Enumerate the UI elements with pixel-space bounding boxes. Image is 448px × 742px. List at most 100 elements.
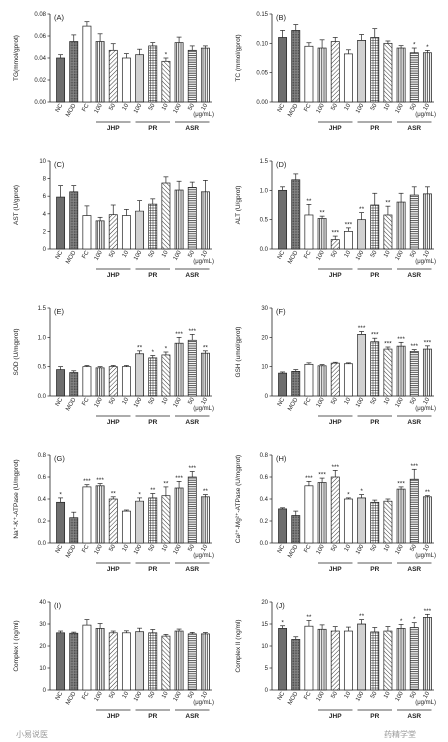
group-label: PR (370, 713, 379, 720)
y-tick-label: 10 (39, 666, 46, 672)
y-tick-label: 0.0 (260, 541, 269, 547)
category-label: 50 (108, 249, 117, 258)
category-label: 10 (201, 102, 210, 111)
group-label: ASR (185, 272, 199, 279)
y-tick-label: 0.0 (38, 394, 47, 400)
group-label: PR (148, 566, 157, 573)
category-label: 50 (330, 543, 339, 552)
y-tick-label: 0 (43, 688, 47, 694)
category-label: 10 (161, 690, 170, 699)
panel-label: (A) (54, 13, 65, 22)
category-label: FC (81, 543, 91, 554)
group-label: ASR (185, 419, 199, 426)
unit-label: (μg/mL) (193, 259, 214, 265)
y-tick-label: 1.5 (38, 306, 47, 312)
bar-FC (82, 624, 92, 691)
category-label: 100 (133, 543, 144, 555)
category-label: 50 (330, 102, 339, 111)
category-label: 50 (409, 690, 418, 699)
group-label: PR (370, 566, 379, 573)
category-label: 10 (423, 396, 432, 405)
chart-panel-7: 0.0 0.2 0.4 0.6 0.8 Na⁺-K⁺-ATPase (U/mgprot) (… (13, 453, 214, 573)
category-label: NC (277, 249, 287, 260)
y-tick-label: 1.5 (260, 159, 269, 165)
bar-100 (396, 201, 406, 250)
category-label: 50 (187, 396, 196, 405)
category-label: 50 (330, 396, 339, 405)
category-label: NC (55, 102, 65, 113)
y-tick-label: 10 (261, 365, 268, 371)
bar-NC (278, 508, 288, 544)
bar-NC (56, 632, 66, 691)
bar-50 (370, 341, 380, 397)
category-label: 100 (316, 543, 327, 555)
y-tick-label: 0.2 (260, 519, 269, 525)
significance-mark: ** (203, 488, 209, 495)
category-label: 50 (108, 102, 117, 111)
bar-50 (187, 187, 197, 250)
y-tick-label: 0.02 (34, 78, 46, 84)
category-label: 10 (423, 543, 432, 552)
category-label: 10 (383, 102, 392, 111)
y-tick-label: 2 (43, 229, 47, 235)
y-tick-label: 20 (261, 335, 268, 341)
y-tick-label: 0.5 (260, 218, 269, 224)
group-label: JHP (107, 713, 120, 720)
bar-10 (121, 366, 131, 397)
bar-FC (304, 214, 314, 250)
y-tick-label: 0.10 (256, 41, 268, 47)
significance-mark: ** (137, 344, 143, 351)
unit-label: (μg/mL) (193, 112, 214, 118)
category-label: 100 (94, 396, 105, 408)
category-label: NC (277, 690, 287, 701)
bar-50 (108, 498, 118, 544)
bar-10 (161, 495, 171, 544)
bar-100 (396, 628, 406, 691)
bar-50 (330, 630, 340, 691)
bar-100 (396, 345, 406, 397)
significance-mark: ** (425, 489, 431, 496)
bar-50 (409, 194, 419, 250)
y-tick-label: 0 (43, 247, 47, 253)
category-label: 100 (173, 543, 184, 555)
bar-10 (121, 215, 131, 250)
y-tick-label: 8 (43, 177, 47, 183)
bar-10 (383, 214, 393, 250)
category-label: FC (303, 396, 313, 407)
category-label: 50 (148, 249, 157, 258)
significance-mark: ** (320, 210, 326, 217)
bar-NC (278, 372, 288, 397)
bar-10 (200, 191, 210, 250)
category-label: 100 (355, 690, 366, 702)
significance-mark: *** (96, 477, 104, 484)
y-axis-label: TG(mmol/gprot) (13, 35, 20, 81)
bar-50 (187, 476, 197, 544)
y-tick-label: 1.0 (38, 335, 47, 341)
category-label: FC (81, 690, 91, 701)
category-label: MOD (65, 396, 78, 412)
bar-NC (56, 57, 66, 103)
bar-50 (148, 632, 158, 691)
bar-100 (317, 218, 327, 250)
bar-50 (330, 41, 340, 103)
group-label: ASR (407, 419, 421, 426)
category-label: FC (303, 690, 313, 701)
category-label: 100 (94, 543, 105, 555)
category-label: 50 (108, 690, 117, 699)
bar-100 (95, 220, 105, 250)
bar-100 (317, 628, 327, 691)
category-label: 10 (201, 249, 210, 258)
category-label: 10 (383, 396, 392, 405)
bar-10 (161, 635, 171, 691)
chart-panel-2: 0.00 0.05 0.10 0.15 TC (mmol/gprot) (B) NC MOD F… (235, 12, 436, 132)
bar-10 (343, 630, 353, 691)
category-label: 100 (133, 396, 144, 408)
bar-50 (148, 357, 158, 397)
group-label: PR (148, 713, 157, 720)
category-label: 10 (161, 396, 170, 405)
y-tick-label: 20 (39, 644, 46, 650)
bar-10 (343, 498, 353, 544)
category-label: 10 (201, 396, 210, 405)
y-tick-label: 20 (261, 600, 268, 606)
